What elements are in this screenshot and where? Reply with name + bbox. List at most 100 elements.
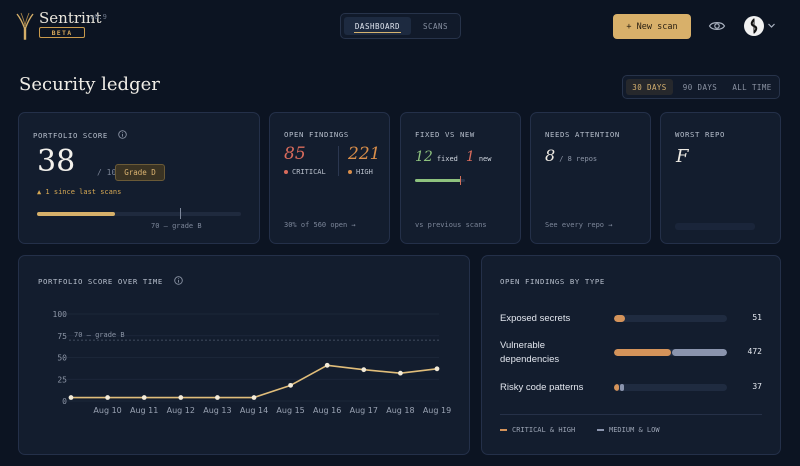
target-marker bbox=[179, 208, 181, 219]
y-tick-label: 50 bbox=[57, 354, 67, 363]
fixed-ratio-fill bbox=[415, 179, 461, 182]
row-bar-exposed-secrets bbox=[614, 315, 727, 322]
row-count-risky-code-patterns: 37 bbox=[752, 382, 762, 391]
beta-badge: BETA bbox=[39, 27, 85, 38]
critical-count: 85 bbox=[284, 144, 306, 164]
range-90-days[interactable]: 90 DAYS bbox=[682, 82, 718, 92]
fixed-vs-new-card: FIXED VS NEW 12 fixed 1 new vs previous … bbox=[400, 112, 521, 244]
x-tick-label: Aug 11 bbox=[130, 406, 158, 415]
medium-low-segment bbox=[619, 384, 625, 391]
app-version: v0.9 bbox=[90, 13, 107, 21]
data-point bbox=[434, 366, 440, 372]
see-every-repo-link[interactable]: See every repo → bbox=[545, 221, 613, 229]
needs-attention-rest: / 8 repos bbox=[559, 155, 598, 163]
legend-critical-high: CRITICAL & HIGH bbox=[500, 426, 575, 434]
x-tick-label: Aug 15 bbox=[276, 406, 304, 415]
worst-repo-placeholder bbox=[675, 223, 755, 230]
portfolio-score-label: PORTFOLIO SCORE bbox=[33, 131, 108, 140]
high-dot-icon bbox=[348, 170, 352, 174]
worst-repo-card: WORST REPO F bbox=[660, 112, 781, 244]
x-tick-label: Aug 10 bbox=[93, 406, 121, 415]
x-tick-label: Aug 18 bbox=[386, 406, 414, 415]
fixed-count: 12 bbox=[415, 149, 433, 165]
y-tick-label: 75 bbox=[57, 332, 67, 341]
legend-medium-low-text: MEDIUM & LOW bbox=[609, 426, 660, 434]
score-chart-label: PORTFOLIO SCORE OVER TIME bbox=[38, 277, 163, 286]
critical-label-text: CRITICAL bbox=[292, 168, 326, 176]
fixed-vs-new-label: FIXED VS NEW bbox=[415, 130, 475, 139]
new-count: 1 bbox=[465, 149, 475, 165]
x-tick-label: Aug 17 bbox=[350, 406, 378, 415]
legend-critical-high-text: CRITICAL & HIGH bbox=[512, 426, 576, 434]
score-change-text: ▲ 1 since last scans bbox=[37, 188, 122, 196]
info-icon[interactable] bbox=[118, 130, 127, 139]
legend-divider bbox=[500, 414, 762, 415]
row-count-vulnerable-dependencies: 472 bbox=[747, 347, 762, 356]
open-findings-label: OPEN FINDINGS bbox=[284, 130, 349, 139]
portfolio-score-max: / 100 bbox=[97, 168, 122, 177]
x-tick-label: Aug 12 bbox=[167, 406, 195, 415]
y-tick-label: 25 bbox=[57, 375, 67, 384]
data-point bbox=[398, 370, 403, 376]
findings-by-type-label: OPEN FINDINGS BY TYPE bbox=[500, 277, 605, 286]
data-point bbox=[288, 382, 293, 388]
time-range-selector: 30 DAYS 90 DAYS ALL TIME bbox=[622, 75, 780, 99]
open-findings-link[interactable]: 30% of 560 open → bbox=[284, 221, 356, 229]
portfolio-score-value: 38 bbox=[37, 144, 76, 179]
data-point bbox=[141, 395, 147, 400]
info-icon[interactable] bbox=[174, 276, 183, 285]
needs-attention-count: 8 bbox=[545, 146, 556, 165]
divider bbox=[338, 146, 339, 176]
eye-icon[interactable] bbox=[708, 19, 726, 33]
findings-by-type-card: OPEN FINDINGS BY TYPE Exposed secrets 51… bbox=[481, 255, 781, 455]
row-label-exposed-secrets: Exposed secrets bbox=[500, 313, 571, 324]
data-point bbox=[68, 395, 74, 400]
worst-repo-label: WORST REPO bbox=[675, 130, 725, 139]
critical-high-segment bbox=[614, 349, 671, 356]
needs-attention-label: NEEDS ATTENTION bbox=[545, 130, 620, 139]
data-point bbox=[178, 395, 184, 400]
chevron-down-icon[interactable] bbox=[767, 21, 776, 30]
needs-attention-summary: 8 / 8 repos bbox=[545, 146, 597, 165]
sentrint-logo-icon bbox=[16, 12, 34, 40]
score-line-chart: 0 25 50 75 100 70 — grade B Aug 10 Aug 11 Aug 12… bbox=[53, 310, 452, 415]
legend-swatch-critical-high bbox=[500, 429, 507, 431]
fixed-new-summary: 12 fixed 1 new bbox=[415, 149, 491, 165]
fixed-word: fixed bbox=[436, 155, 458, 163]
worst-repo-grade: F bbox=[676, 146, 689, 167]
row-bar-risky-code-patterns bbox=[614, 384, 727, 391]
avatar[interactable] bbox=[744, 16, 764, 36]
data-point bbox=[215, 395, 220, 400]
open-findings-card: OPEN FINDINGS 85 CRITICAL 221 HIGH 30% o… bbox=[269, 112, 390, 244]
high-count: 221 bbox=[348, 144, 381, 164]
medium-low-segment bbox=[671, 349, 727, 356]
x-tick-label: Aug 19 bbox=[423, 406, 451, 415]
x-tick-label: Aug 16 bbox=[313, 406, 341, 415]
fixed-ratio-bar bbox=[415, 176, 465, 185]
data-point bbox=[105, 395, 110, 400]
data-point bbox=[361, 367, 367, 373]
data-point bbox=[324, 362, 330, 368]
legend-medium-low: MEDIUM & LOW bbox=[597, 426, 660, 434]
range-30-days[interactable]: 30 DAYS bbox=[626, 79, 673, 95]
high-label-text: HIGH bbox=[356, 168, 373, 176]
target-marker-label: 70 — grade B bbox=[151, 222, 202, 230]
y-tick-label: 0 bbox=[62, 397, 67, 406]
x-tick-label: Aug 14 bbox=[240, 406, 268, 415]
portfolio-score-card: PORTFOLIO SCORE 38 / 100 Grade D ▲ 1 sin… bbox=[18, 112, 260, 244]
critical-dot-icon bbox=[284, 170, 288, 174]
row-label-vulnerable-dependencies: Vulnerable dependencies bbox=[500, 340, 560, 365]
new-scan-button[interactable]: + New scan bbox=[613, 14, 691, 39]
avatar-glyph-icon bbox=[750, 18, 758, 34]
page-title: Security ledger bbox=[19, 74, 160, 95]
new-word: new bbox=[478, 155, 492, 163]
y-tick-label: 100 bbox=[53, 310, 68, 319]
score-progress-fill bbox=[37, 212, 115, 216]
tab-dashboard[interactable]: DASHBOARD bbox=[344, 17, 411, 35]
x-tick-label: Aug 13 bbox=[203, 406, 231, 415]
score-progress-bar bbox=[37, 208, 241, 219]
range-all-time[interactable]: ALL TIME bbox=[732, 82, 772, 92]
new-ratio-marker bbox=[460, 176, 461, 185]
data-point bbox=[251, 395, 257, 400]
tab-scans[interactable]: SCANS bbox=[422, 21, 449, 31]
